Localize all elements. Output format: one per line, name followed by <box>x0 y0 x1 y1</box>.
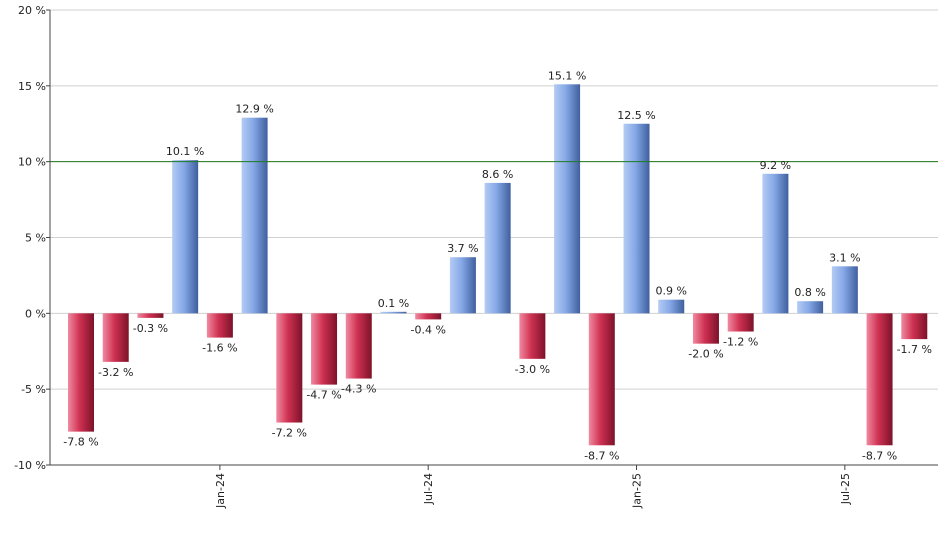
axes: 20 % 15 % 10 % 5 % 0 % -5 % -10 % Jan-24 Jul-24 J… <box>14 4 938 509</box>
data-label: 10.1 % <box>166 145 204 158</box>
data-label: 12.5 % <box>617 109 655 122</box>
bar <box>345 313 372 379</box>
data-label: -0.4 % <box>410 323 445 336</box>
y-tick-label: 20 % <box>18 4 46 17</box>
bar <box>241 117 268 314</box>
y-tick-label: 0 % <box>25 307 46 320</box>
data-label: -8.7 % <box>584 449 619 462</box>
bar <box>137 313 164 318</box>
bars <box>68 84 928 446</box>
bar <box>102 313 129 362</box>
data-label: -2.0 % <box>688 348 723 361</box>
bar <box>901 313 928 340</box>
data-label: 0.1 % <box>378 297 409 310</box>
y-tick-label: -10 % <box>14 459 46 472</box>
data-label: -1.2 % <box>723 336 758 349</box>
data-label: -4.7 % <box>306 389 341 402</box>
data-label: -1.7 % <box>897 343 932 356</box>
x-tick-label: Jul-25 <box>839 473 852 505</box>
bar <box>68 313 94 432</box>
data-label: 9.2 % <box>760 159 791 172</box>
bar <box>519 313 546 359</box>
data-label: 15.1 % <box>548 69 586 82</box>
data-label: -3.0 % <box>515 363 550 376</box>
data-label: -8.7 % <box>862 449 897 462</box>
y-tick-label: -5 % <box>21 383 46 396</box>
data-label: 0.8 % <box>794 286 825 299</box>
x-tick-label: Jul-24 <box>422 473 435 505</box>
data-label: -4.3 % <box>341 383 376 396</box>
bar <box>866 313 893 446</box>
data-label: -1.6 % <box>202 342 237 355</box>
y-tick-label: 10 % <box>18 156 46 169</box>
bar <box>623 123 650 314</box>
data-label: -7.8 % <box>63 436 98 449</box>
data-label: 8.6 % <box>482 168 513 181</box>
data-labels: -7.8 % -3.2 % -0.3 % 10.1 % -1.6 % 12.9 % -7.2… <box>63 69 932 462</box>
bar <box>692 313 719 344</box>
bar <box>797 301 824 314</box>
data-label: -0.3 % <box>133 322 168 335</box>
bar <box>588 313 615 446</box>
data-label: 12.9 % <box>235 103 273 116</box>
bar <box>484 182 511 314</box>
x-tick-label: Jan-24 <box>214 473 227 509</box>
y-tick-label: 5 % <box>25 232 46 245</box>
bar <box>311 313 338 385</box>
bar <box>415 313 442 320</box>
y-tick-label: 15 % <box>18 80 46 93</box>
data-label: -7.2 % <box>272 427 307 440</box>
data-label: 0.9 % <box>656 285 687 298</box>
data-label: 3.1 % <box>829 251 860 264</box>
bar <box>762 173 789 314</box>
bar <box>658 299 685 314</box>
bar <box>727 313 754 332</box>
bar <box>206 313 233 338</box>
data-label: 3.7 % <box>447 242 478 255</box>
bar <box>449 257 476 314</box>
x-tick-label: Jan-25 <box>631 473 644 509</box>
bar <box>831 266 858 314</box>
bar <box>276 313 303 423</box>
data-label: -3.2 % <box>98 366 133 379</box>
bar <box>380 311 407 314</box>
bar <box>172 160 199 314</box>
bar <box>554 84 581 314</box>
